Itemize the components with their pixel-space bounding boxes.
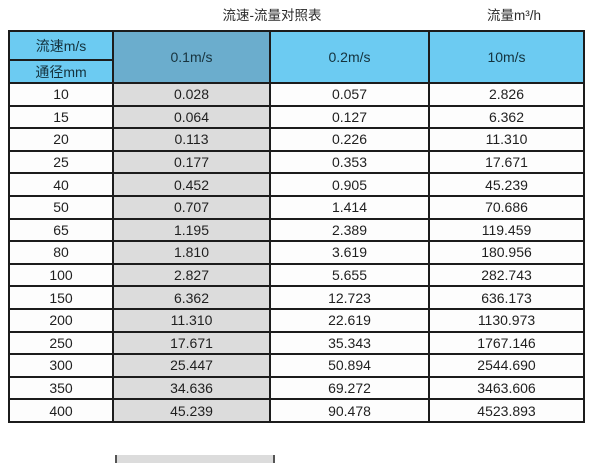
flow-value-cell-10: 6.362 [428,104,585,130]
table-row: 300 25.447 50.894 2544.690 [8,353,585,378]
flow-value-cell-0.1: 17.671 [112,330,271,356]
table-row: 50 0.707 1.414 70.686 [8,194,585,220]
table-row: 350 34.636 69.272 3463.606 [8,375,585,401]
flow-value-cell-0.1: 45.239 [112,398,271,423]
flow-value-cell-0.1: 1.810 [112,240,271,265]
flow-value-cell-0.1: 0.113 [112,127,271,152]
flow-value-cell-0.1: 11.310 [112,307,271,333]
flow-value-cell-0.1: 1.195 [112,217,271,243]
diameter-cell: 250 [8,330,114,356]
flow-value-cell-0.2: 5.655 [269,262,430,288]
flow-value-cell-0.2: 50.894 [269,353,430,378]
diameter-cell: 65 [8,217,114,243]
flow-value-cell-10: 11.310 [428,127,585,152]
flow-value-cell-10: 180.956 [428,240,585,265]
flow-value-cell-0.1: 0.452 [112,172,271,197]
diameter-cell: 300 [8,353,114,378]
flow-value-cell-0.2: 2.389 [269,217,430,243]
table-body: 10 0.028 0.057 2.826 15 0.064 0.127 6.36… [8,82,585,423]
table-row: 40 0.452 0.905 45.239 [8,172,585,197]
flow-value-cell-0.2: 0.905 [269,172,430,197]
flow-value-cell-0.2: 0.057 [269,82,430,107]
flow-value-cell-0.1: 34.636 [112,375,271,401]
table-row: 100 2.827 5.655 282.743 [8,262,585,288]
flow-value-cell-10: 2.826 [428,82,585,107]
flow-value-cell-0.2: 3.619 [269,240,430,265]
header-diameter-label: 通径mm [8,59,114,84]
table-row: 250 17.671 35.343 1767.146 [8,330,585,356]
diameter-cell: 25 [8,149,114,175]
table-row: 25 0.177 0.353 17.671 [8,149,585,175]
flow-value-cell-10: 4523.893 [428,398,585,423]
header-velocity-column-0.2: 0.2m/s [269,30,430,84]
gray-column-overhang [115,455,275,463]
diameter-cell: 40 [8,172,114,197]
table-row: 400 45.239 90.478 4523.893 [8,398,585,423]
diameter-cell: 150 [8,285,114,310]
header-velocity-column-10: 10m/s [428,30,585,84]
table-row: 65 1.195 2.389 119.459 [8,217,585,243]
flow-value-cell-0.2: 90.478 [269,398,430,423]
flow-value-cell-0.1: 0.177 [112,149,271,175]
diameter-cell: 400 [8,398,114,423]
velocity-flow-table: 流速m/s 0.1m/s 0.2m/s 10m/s 通径mm 10 0.028 … [8,30,585,423]
diameter-cell: 10 [8,82,114,107]
table-row: 15 0.064 0.127 6.362 [8,104,585,130]
flow-value-cell-10: 1130.973 [428,307,585,333]
flow-value-cell-10: 17.671 [428,149,585,175]
flow-value-cell-10: 282.743 [428,262,585,288]
flow-value-cell-10: 119.459 [428,217,585,243]
header-velocity-label: 流速m/s [8,30,114,61]
flow-value-cell-10: 45.239 [428,172,585,197]
table-header: 流速m/s 0.1m/s 0.2m/s 10m/s 通径mm [8,30,585,84]
flow-value-cell-0.1: 0.064 [112,104,271,130]
diameter-cell: 200 [8,307,114,333]
table-row: 200 11.310 22.619 1130.973 [8,307,585,333]
table-row: 20 0.113 0.226 11.310 [8,127,585,152]
flow-value-cell-0.1: 25.447 [112,353,271,378]
flow-value-cell-10: 3463.606 [428,375,585,401]
flow-value-cell-0.1: 2.827 [112,262,271,288]
flow-value-cell-10: 1767.146 [428,330,585,356]
diameter-cell: 50 [8,194,114,220]
flow-value-cell-0.2: 0.127 [269,104,430,130]
diameter-cell: 100 [8,262,114,288]
diameter-cell: 80 [8,240,114,265]
diameter-cell: 15 [8,104,114,130]
flow-value-cell-10: 2544.690 [428,353,585,378]
diameter-cell: 350 [8,375,114,401]
flow-value-cell-0.1: 0.028 [112,82,271,107]
flow-value-cell-0.2: 22.619 [269,307,430,333]
table-title: 流速-流量对照表 [222,8,322,23]
flow-value-cell-0.2: 0.353 [269,149,430,175]
diameter-cell: 20 [8,127,114,152]
flow-value-cell-0.2: 1.414 [269,194,430,220]
flow-value-cell-0.2: 0.226 [269,127,430,152]
flow-value-cell-0.2: 35.343 [269,330,430,356]
flow-unit-label: 流量m³/h [487,8,541,23]
flow-value-cell-0.2: 12.723 [269,285,430,310]
header-velocity-column-0.1: 0.1m/s [112,30,271,84]
flow-value-cell-0.1: 6.362 [112,285,271,310]
flow-value-cell-10: 636.173 [428,285,585,310]
flow-value-cell-0.1: 0.707 [112,194,271,220]
table-row: 10 0.028 0.057 2.826 [8,82,585,107]
flow-value-cell-0.2: 69.272 [269,375,430,401]
table-row: 80 1.810 3.619 180.956 [8,240,585,265]
flow-value-cell-10: 70.686 [428,194,585,220]
table-row: 150 6.362 12.723 636.173 [8,285,585,310]
